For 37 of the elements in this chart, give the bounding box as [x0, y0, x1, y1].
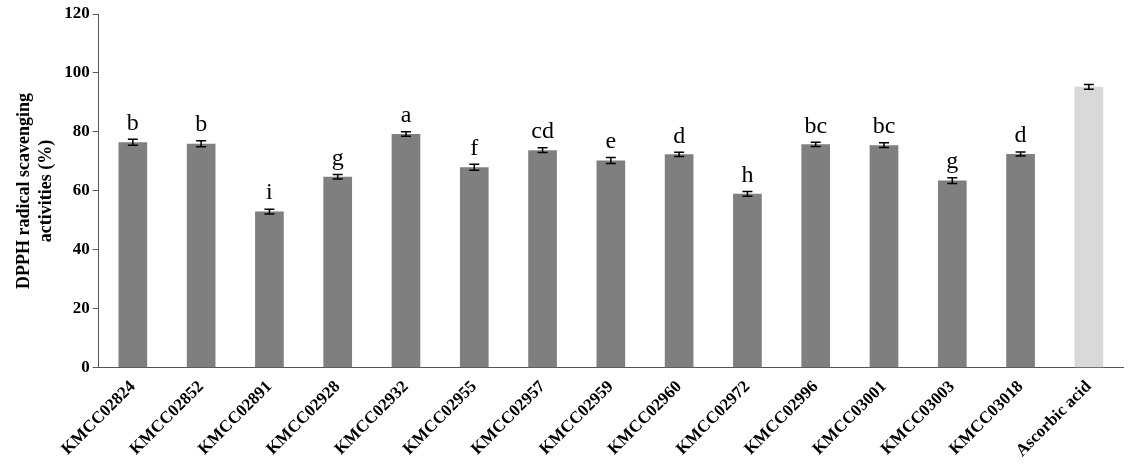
bar [459, 167, 489, 368]
bar [528, 150, 557, 368]
annotation: i [266, 178, 274, 205]
bar [1074, 86, 1104, 368]
bar [801, 144, 831, 368]
bar [1006, 154, 1035, 368]
bar [733, 193, 762, 368]
annotation: b [126, 108, 139, 135]
y-tick-label: 40 [72, 239, 90, 259]
bar [323, 176, 353, 368]
bar [255, 211, 284, 368]
annotation: cd [531, 117, 554, 144]
y-tick-label: 0 [81, 357, 90, 377]
annotation: d [673, 121, 686, 148]
y-tick-label: 60 [72, 180, 90, 200]
annotation: h [741, 160, 754, 187]
y-axis-title: DPPH radical scavenging activities (%) [13, 92, 57, 289]
annotation: f [470, 133, 479, 160]
y-tick-label: 80 [72, 121, 90, 141]
annotation: g [331, 143, 344, 170]
annotation: g [946, 146, 959, 173]
y-tick-label: 100 [64, 62, 90, 82]
bar [186, 143, 216, 368]
bar [664, 154, 694, 368]
y-tick-label: 120 [64, 3, 90, 23]
annotation: bc [872, 112, 896, 139]
bar [869, 145, 899, 368]
bar [391, 134, 421, 368]
annotation: d [1014, 121, 1027, 148]
bar [596, 160, 626, 368]
annotation: bc [804, 111, 828, 138]
annotation: e [605, 126, 617, 153]
bar [937, 180, 967, 368]
y-tick-label: 20 [72, 298, 90, 318]
annotation: b [195, 110, 208, 137]
bar [118, 142, 148, 368]
annotation: a [400, 100, 412, 127]
